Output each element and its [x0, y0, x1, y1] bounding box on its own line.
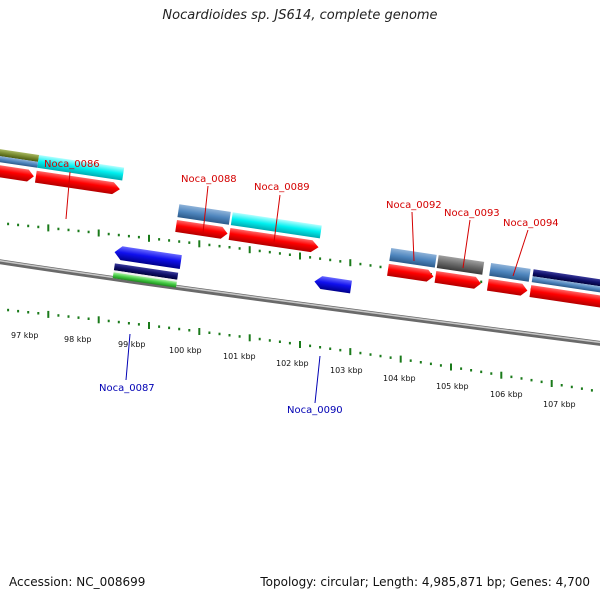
gene-label-noca-0094: Noca_0094 — [503, 218, 559, 229]
scale-label: 101 kbp — [223, 352, 256, 361]
reverse-tick-track — [7, 308, 593, 392]
scale-label: 97 kbp — [11, 331, 39, 340]
gene-arrow-noca-0094 — [486, 278, 528, 296]
forward-feature-row-2 — [175, 204, 322, 253]
map-title: Nocardioides sp. JS614, complete genome — [162, 8, 438, 23]
forward-feature-row-3 — [387, 248, 600, 311]
genome-summary-text: Topology: circular; Length: 4,985,871 bp… — [260, 575, 590, 589]
gene-label-noca-0087: Noca_0087 — [99, 383, 155, 394]
feature-box-noca-0087-green — [112, 272, 177, 288]
feature-box-noca-0094 — [489, 262, 531, 282]
gene-label-noca-0088: Noca_0088 — [181, 174, 237, 185]
feature-box-noca-0088 — [177, 204, 231, 225]
feature-box-navy — [532, 269, 600, 290]
accession-text: Accession: NC_008699 — [9, 575, 146, 589]
reverse-feature-row — [112, 246, 352, 294]
gene-arrow-noca-0088 — [175, 220, 228, 239]
gene-arrow-forward — [0, 164, 34, 182]
feature-box-noca-0092 — [389, 248, 437, 268]
feature-box-noca-0086 — [37, 154, 125, 181]
scale-label: 107 kbp — [543, 400, 576, 409]
forward-feature-row — [0, 148, 125, 195]
scale-label: 104 kbp — [383, 374, 416, 383]
gene-arrow-noca-0090 — [314, 276, 352, 294]
scale-label: 103 kbp — [330, 366, 363, 375]
reverse-gene-labels: Noca_0087 Noca_0090 — [99, 383, 343, 416]
scale-label: 98 kbp — [64, 335, 92, 344]
scale-label: 106 kbp — [490, 390, 523, 399]
gene-arrow-noca-0087 — [114, 246, 182, 270]
feature-box-steelblue-2 — [531, 276, 600, 296]
forward-label-leaders — [65, 171, 529, 277]
scale-label: 102 kbp — [276, 359, 309, 368]
gene-label-noca-0089: Noca_0089 — [254, 182, 310, 193]
gene-arrow-forward-2 — [529, 285, 600, 311]
forward-gene-labels: Noca_0086 Noca_0088 Noca_0089 Noca_0092 … — [44, 159, 559, 229]
gene-label-noca-0086: Noca_0086 — [44, 159, 100, 170]
scale-label: 99 kbp — [118, 340, 146, 349]
feature-box-olive — [0, 148, 40, 162]
feature-box-noca-0087-navy — [113, 263, 179, 280]
gene-arrow-noca-0093 — [434, 270, 481, 289]
scale-label: 105 kbp — [436, 382, 469, 391]
scale-labels: 97 kbp 98 kbp 99 kbp 100 kbp 101 kbp 102… — [11, 331, 576, 409]
gene-label-noca-0090: Noca_0090 — [287, 405, 343, 416]
genome-backbone-highlight — [0, 260, 600, 344]
gene-label-noca-0093: Noca_0093 — [444, 208, 500, 219]
gene-label-noca-0092: Noca_0092 — [386, 200, 442, 211]
genome-backbone — [0, 259, 600, 346]
reverse-label-leaders — [125, 333, 321, 404]
feature-box-noca-0087-white — [113, 270, 178, 282]
gene-arrow-noca-0086 — [34, 170, 120, 195]
feature-box-steelblue — [0, 155, 39, 168]
scale-label: 100 kbp — [169, 346, 202, 355]
gene-arrow-noca-0089 — [228, 228, 319, 253]
gene-arrow-noca-0092 — [387, 263, 434, 282]
feature-box-noca-0093 — [436, 255, 485, 275]
